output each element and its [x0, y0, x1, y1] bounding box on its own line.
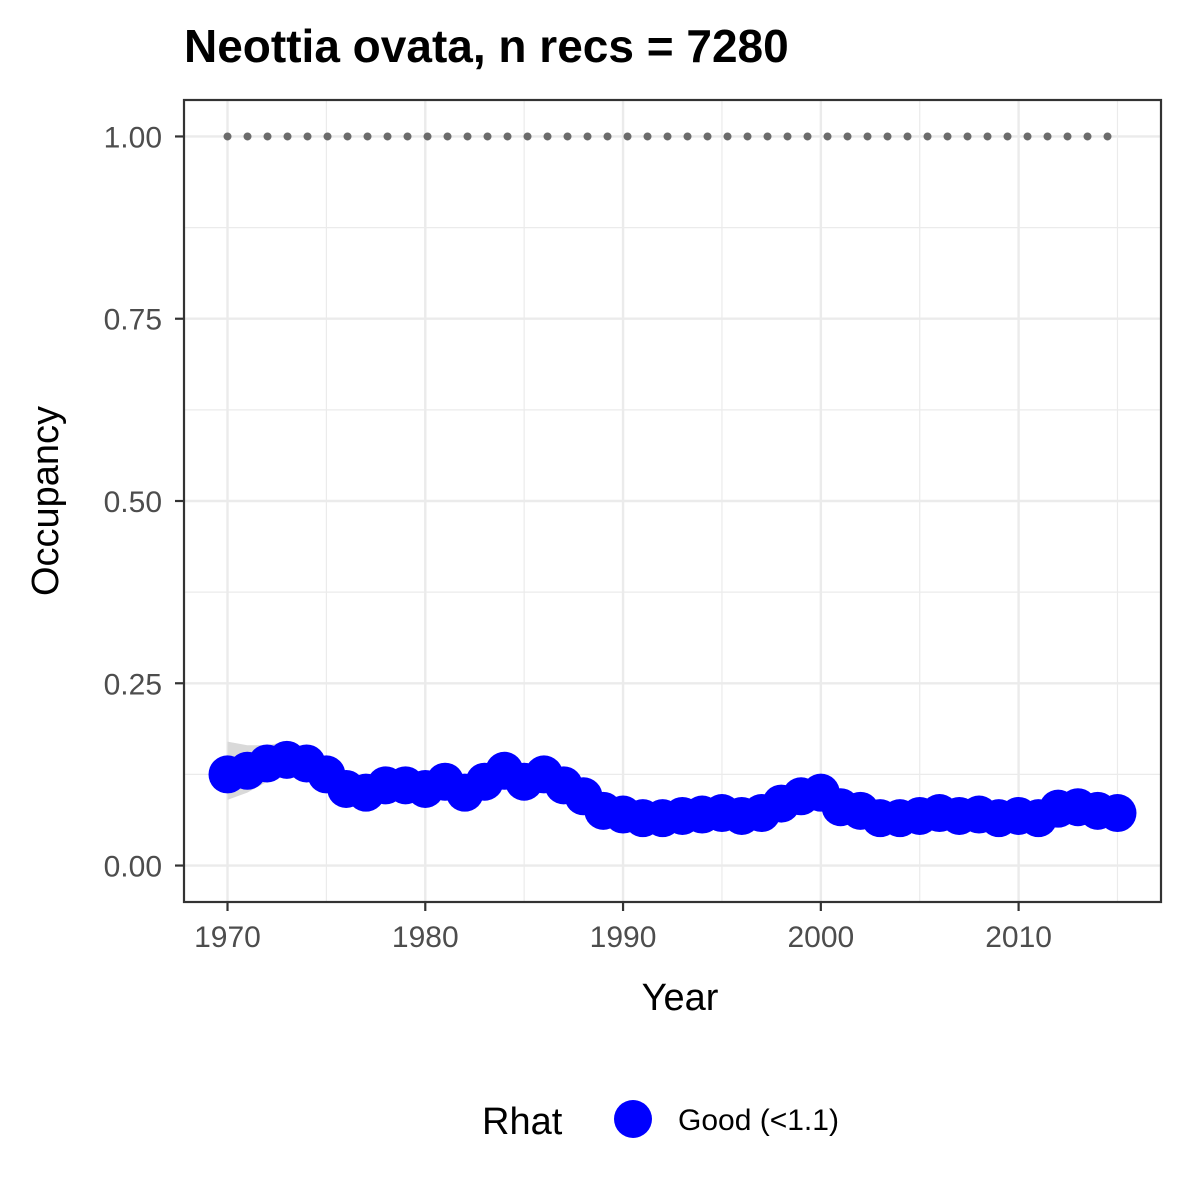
legend: Rhat Good (<1.1) [482, 1100, 839, 1143]
y-tick-label: 0.25 [104, 668, 162, 701]
x-tick-label: 1970 [194, 921, 261, 954]
series-layer [208, 740, 1137, 838]
legend-title: Rhat [482, 1101, 563, 1143]
y-tick-label: 0.75 [104, 304, 162, 337]
y-tick-label: 0.50 [104, 486, 162, 519]
y-tick-label: 0.00 [104, 851, 162, 884]
legend-key-good [614, 1100, 652, 1138]
x-tick-label: 2000 [787, 921, 854, 954]
x-tick-label: 2010 [985, 921, 1052, 954]
y-tick-label: 1.00 [104, 121, 162, 154]
data-point [1098, 794, 1137, 833]
y-axis-title: Occupancy [25, 406, 67, 596]
legend-label-good: Good (<1.1) [678, 1104, 839, 1137]
chart-title: Neottia ovata, n recs = 7280 [184, 20, 789, 72]
x-tick-label: 1980 [392, 921, 459, 954]
x-axis-title: Year [642, 977, 719, 1019]
y-axis: 0.00 0.25 0.50 0.75 1.00 [104, 121, 184, 884]
x-tick-label: 1990 [590, 921, 657, 954]
x-axis: 1970 1980 1990 2000 2010 [194, 902, 1052, 954]
